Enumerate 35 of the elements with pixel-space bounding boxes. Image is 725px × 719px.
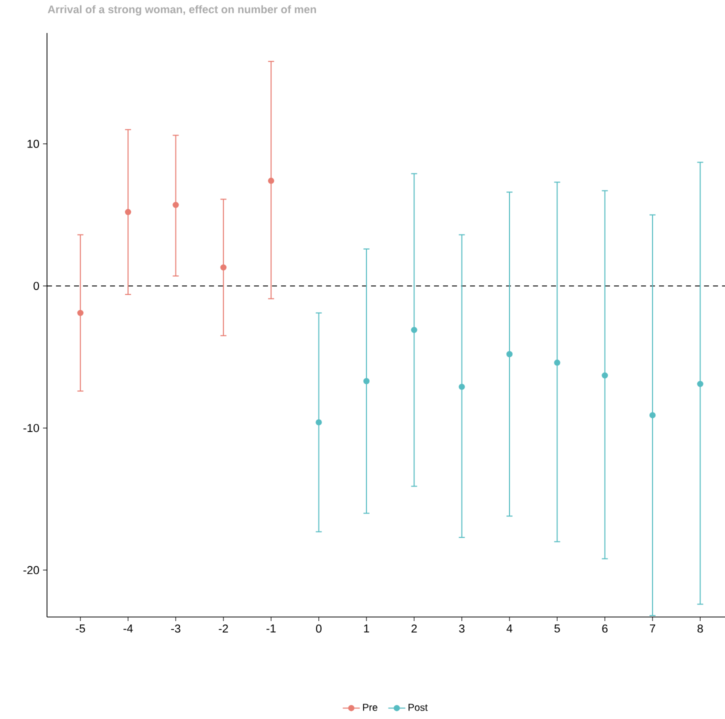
point xyxy=(268,178,274,184)
chart-title: Arrival of a strong woman, effect on number of men xyxy=(48,5,316,16)
point xyxy=(602,372,608,379)
x-tick-label: 3 xyxy=(459,624,464,633)
x-tick-label: 8 xyxy=(698,624,703,633)
x-tick-label: -4 xyxy=(123,624,133,632)
point xyxy=(316,419,322,426)
y-tick-label: -20 xyxy=(23,566,40,574)
x-tick-label: -1 xyxy=(266,624,276,632)
legend-label: Post xyxy=(408,704,428,711)
x-tick-label: 0 xyxy=(316,624,322,633)
y-tick-label: 10 xyxy=(28,140,40,148)
x-tick-label: 2 xyxy=(412,624,417,633)
x-tick-label: -5 xyxy=(76,624,85,633)
point xyxy=(697,380,704,388)
point xyxy=(506,351,513,358)
x-tick-label: -3 xyxy=(171,624,180,633)
x-tick-label: 5 xyxy=(554,624,560,633)
point xyxy=(172,202,179,208)
x-tick-label: 7 xyxy=(650,624,656,632)
y-tick-label: -10 xyxy=(23,424,40,432)
point xyxy=(411,326,418,334)
x-tick-label: 1 xyxy=(364,624,370,632)
x-tick-label: 6 xyxy=(602,624,608,633)
point xyxy=(363,378,370,384)
point xyxy=(458,384,465,390)
x-tick-label: 4 xyxy=(506,624,512,632)
point xyxy=(77,310,84,316)
legend-label: Pre xyxy=(363,704,378,711)
point xyxy=(649,412,656,418)
y-tick-label: 0 xyxy=(34,282,40,290)
point xyxy=(554,360,560,366)
point xyxy=(220,264,227,271)
x-tick-label: -2 xyxy=(218,624,228,633)
point xyxy=(124,208,132,216)
